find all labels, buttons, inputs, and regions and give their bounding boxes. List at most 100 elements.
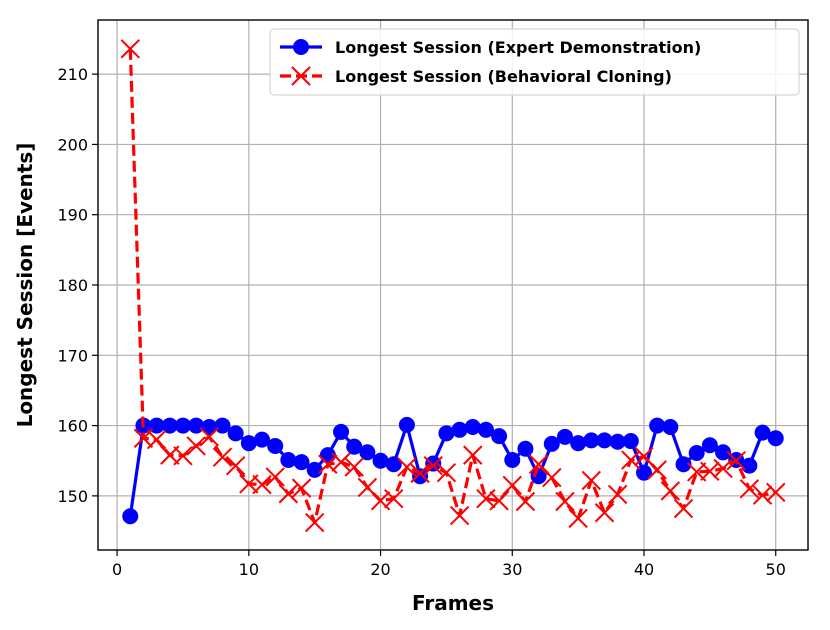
data-point-circle: [675, 456, 692, 473]
x-marker-stroke: [607, 484, 628, 505]
y-tick-label: 190: [57, 206, 88, 225]
data-point-circle: [688, 444, 705, 461]
data-point-x: [568, 508, 588, 529]
x-marker-stroke: [726, 451, 746, 471]
data-point-circle: [662, 418, 679, 435]
x-axis-title: Frames: [412, 591, 494, 615]
data-point-x: [581, 470, 602, 491]
y-tick-label: 150: [57, 487, 88, 506]
x-marker-stroke: [199, 427, 220, 447]
data-point-x: [186, 436, 206, 456]
x-marker-stroke: [515, 491, 536, 512]
data-point-x: [225, 455, 246, 476]
x-marker-stroke: [357, 477, 378, 498]
x-marker-stroke: [370, 491, 391, 511]
x-marker-stroke: [397, 457, 417, 477]
x-marker-stroke: [344, 457, 364, 477]
data-point-x: [278, 484, 299, 504]
x-marker-stroke: [581, 470, 602, 491]
x-marker-stroke: [502, 475, 522, 496]
x-tick-label: 20: [370, 560, 390, 579]
x-marker-stroke: [120, 39, 140, 59]
data-point-circle: [543, 435, 560, 452]
data-point-x: [199, 427, 220, 447]
x-marker-stroke: [700, 461, 720, 481]
x-marker-stroke: [463, 445, 483, 465]
x-marker-stroke: [225, 455, 246, 476]
axis-ticks: 0 10 20 30 40 50 150 160 170 180 190 200 210: [57, 65, 785, 579]
data-point-x: [384, 488, 404, 509]
data-point-circle: [649, 417, 666, 434]
data-point-circle: [306, 461, 323, 478]
data-point-circle: [556, 428, 573, 445]
x-marker-stroke: [739, 479, 760, 499]
data-point-circle: [372, 452, 389, 469]
x-marker-stroke: [331, 452, 351, 472]
x-marker-stroke: [660, 481, 681, 501]
data-point-circle: [359, 444, 376, 461]
data-point-circle: [227, 425, 244, 442]
x-marker-stroke: [318, 454, 338, 474]
data-point-circle: [570, 435, 587, 452]
x-marker-stroke: [278, 484, 299, 504]
data-point-circle: [622, 433, 639, 450]
x-marker-stroke: [265, 467, 285, 487]
data-point-x: [265, 467, 285, 487]
x-marker-stroke: [252, 474, 272, 495]
data-point-circle: [451, 421, 468, 438]
data-point-circle: [715, 444, 732, 461]
series-1: [122, 416, 784, 525]
x-marker-stroke: [436, 462, 457, 483]
x-marker-stroke: [686, 462, 707, 482]
data-point-circle: [596, 432, 613, 449]
x-marker-stroke: [555, 491, 575, 512]
data-point-circle: [122, 508, 139, 525]
data-point-x: [489, 491, 509, 511]
data-point-x: [621, 450, 641, 470]
data-point-x: [647, 460, 667, 480]
data-point-x: [594, 503, 615, 523]
data-point-circle: [293, 454, 310, 471]
x-marker-stroke: [489, 491, 509, 511]
data-point-x: [766, 482, 786, 503]
data-point-circle: [214, 417, 231, 434]
data-point-x: [542, 467, 562, 488]
x-marker-stroke: [186, 436, 206, 456]
x-marker-stroke: [621, 450, 641, 470]
data-point-circle: [464, 418, 481, 435]
series-layer: [120, 39, 786, 533]
legend-swatch-marker: [293, 39, 309, 55]
x-marker-stroke: [384, 488, 404, 509]
y-tick-label: 200: [57, 135, 88, 154]
legend-label: Longest Session (Behavioral Cloning): [335, 67, 672, 86]
data-point-circle: [741, 457, 758, 474]
x-marker-stroke: [212, 447, 233, 467]
data-point-x: [304, 512, 325, 533]
x-marker-stroke: [568, 508, 588, 529]
legend-entry: Longest Session (Expert Demonstration): [280, 38, 701, 57]
legend: Longest Session (Expert Demonstration) Lo…: [269, 28, 800, 96]
x-tick-label: 40: [634, 560, 654, 579]
data-point-circle: [438, 425, 455, 442]
y-axis-title: Longest Session [Events]: [13, 143, 37, 428]
x-marker-stroke: [173, 446, 193, 466]
x-tick-label: 50: [766, 560, 786, 579]
data-point-circle: [267, 437, 284, 454]
x-marker-stroke: [449, 505, 470, 526]
y-tick-label: 180: [57, 276, 88, 295]
data-point-x: [436, 462, 457, 483]
data-point-x: [120, 39, 140, 59]
x-marker-stroke: [713, 458, 733, 479]
data-point-circle: [491, 428, 508, 445]
data-point-x: [660, 481, 681, 501]
x-tick-label: 30: [502, 560, 522, 579]
data-point-x: [713, 458, 733, 479]
legend-box: [269, 28, 800, 96]
data-point-circle: [188, 417, 205, 434]
x-marker-stroke: [410, 463, 430, 484]
data-point-circle: [636, 464, 653, 481]
data-point-x: [607, 484, 628, 505]
data-point-x: [291, 478, 312, 498]
legend-entry: Longest Session (Behavioral Cloning): [280, 66, 672, 86]
